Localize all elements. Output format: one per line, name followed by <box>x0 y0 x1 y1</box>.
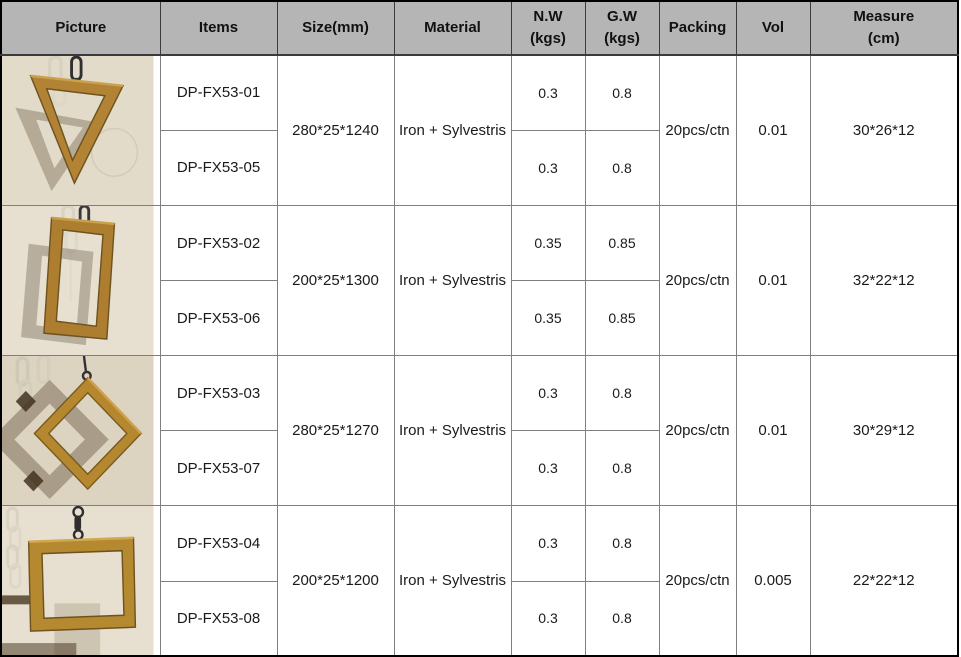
gross-weight-value: 0.85 <box>584 280 660 356</box>
square-wood-frame-photo <box>2 506 154 655</box>
table-row: DP-FX53-06 0.35 0.85 <box>1 280 958 356</box>
gross-weight-value: 0.8 <box>584 505 660 582</box>
material-value: Iron + Sylvestris <box>393 54 512 206</box>
table-row: DP-FX53-02 200*25*1300 Iron + Sylvestris… <box>0 205 959 356</box>
net-weight-value: 0.3 <box>510 580 586 657</box>
packing-value: 20pcs/ctn <box>658 54 737 206</box>
packing-value: 20pcs/ctn <box>658 205 737 356</box>
measure-value: 30*26*12 <box>809 54 959 206</box>
size-value: 200*25*1200 <box>276 505 395 657</box>
net-weight-value: 0.35 <box>510 205 586 281</box>
col-header-packing: Packing <box>658 0 737 56</box>
diamond-wood-frame-photo <box>2 356 154 505</box>
net-weight-value: 0.3 <box>510 505 586 582</box>
picture-cell <box>0 54 161 206</box>
net-weight-value: 0.3 <box>510 54 586 131</box>
triangle-wood-frame-photo <box>2 56 154 205</box>
packing-value: 20pcs/ctn <box>658 505 737 657</box>
measure-value: 30*29*12 <box>809 355 959 506</box>
net-weight-value: 0.35 <box>510 280 586 356</box>
material-value: Iron + Sylvestris <box>393 355 512 506</box>
item-code: DP-FX53-07 <box>159 430 278 506</box>
item-code: DP-FX53-02 <box>159 205 278 281</box>
material-value: Iron + Sylvestris <box>393 205 512 356</box>
packing-value: 20pcs/ctn <box>658 355 737 506</box>
picture-cell <box>0 205 161 356</box>
item-code: DP-FX53-05 <box>159 129 278 207</box>
col-header-size: Size(mm) <box>276 0 395 56</box>
item-code: DP-FX53-08 <box>159 580 278 657</box>
measure-value: 22*22*12 <box>809 505 959 657</box>
picture-cell <box>0 355 161 506</box>
size-value: 280*25*1270 <box>276 355 395 506</box>
vol-value: 0.005 <box>735 505 811 657</box>
material-value: Iron + Sylvestris <box>393 505 512 657</box>
col-header-vol: Vol <box>735 0 811 56</box>
gross-weight-value: 0.8 <box>584 580 660 657</box>
size-value: 280*25*1240 <box>276 54 395 206</box>
col-header-material: Material <box>393 0 512 56</box>
item-code: DP-FX53-06 <box>159 280 278 356</box>
table-row: DP-FX53-04 200*25*1200 Iron + Sylvestris… <box>0 505 959 657</box>
measure-value: 32*22*12 <box>809 205 959 356</box>
item-code: DP-FX53-04 <box>159 505 278 582</box>
table-row: DP-FX53-08 0.3 0.8 <box>1 580 958 657</box>
gross-weight-value: 0.85 <box>584 205 660 281</box>
vol-value: 0.01 <box>735 205 811 356</box>
rectangle-wood-frame-photo <box>2 206 154 355</box>
vol-value: 0.01 <box>735 355 811 506</box>
table-row: DP-FX53-05 0.3 0.8 <box>1 129 958 207</box>
table-row: DP-FX53-03 280*25*1270 Iron + Sylvestris… <box>0 355 959 506</box>
header-row: Picture Items Size(mm) Material N.W (kgs… <box>0 0 959 56</box>
net-weight-value: 0.3 <box>510 355 586 431</box>
col-header-picture: Picture <box>0 0 161 56</box>
table-row: DP-FX53-01 280*25*1240 Iron + Sylvestris… <box>0 54 959 206</box>
col-header-net-weight: N.W (kgs) <box>510 0 586 56</box>
gross-weight-value: 0.8 <box>584 129 660 207</box>
col-header-gross-weight: G.W (kgs) <box>584 0 660 56</box>
item-code: DP-FX53-01 <box>159 54 278 131</box>
gross-weight-value: 0.8 <box>584 430 660 506</box>
item-code: DP-FX53-03 <box>159 355 278 431</box>
net-weight-value: 0.3 <box>510 430 586 506</box>
net-weight-value: 0.3 <box>510 129 586 207</box>
col-header-measure: Measure (cm) <box>809 0 959 56</box>
gross-weight-value: 0.8 <box>584 355 660 431</box>
col-header-items: Items <box>159 0 278 56</box>
picture-cell <box>0 505 161 657</box>
table-row: DP-FX53-07 0.3 0.8 <box>1 430 958 506</box>
vol-value: 0.01 <box>735 54 811 206</box>
gross-weight-value: 0.8 <box>584 54 660 131</box>
size-value: 200*25*1300 <box>276 205 395 356</box>
